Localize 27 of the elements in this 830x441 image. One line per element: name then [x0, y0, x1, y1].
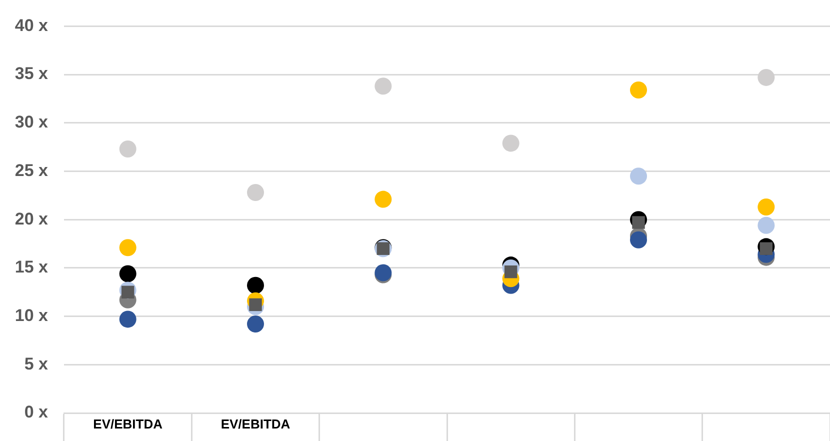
point [630, 231, 647, 248]
point [119, 265, 136, 282]
point [247, 316, 264, 333]
y-tick-label: 0 x [24, 402, 49, 422]
y-tick-label: 30 x [14, 112, 49, 132]
x-tick-label: EV/EBITDA [93, 416, 164, 432]
y-tick-label: 5 x [24, 354, 49, 374]
point [630, 168, 647, 185]
point [758, 198, 775, 216]
y-tick-label: 25 x [14, 160, 49, 180]
point [119, 310, 136, 328]
point [374, 190, 392, 208]
point [374, 78, 392, 95]
x-tick-label: EV/EBITDA [220, 416, 291, 432]
y-tick-label: 20 x [14, 209, 49, 228]
point [119, 239, 136, 256]
y-tick-label: 15 x [14, 258, 49, 277]
y-tick-label: 40 x [14, 16, 49, 35]
point [119, 140, 136, 158]
y-tick-label: 10 x [14, 306, 49, 325]
point [758, 68, 775, 86]
y-tick-label: 35 x [14, 64, 49, 84]
point [502, 134, 520, 152]
point [247, 276, 264, 294]
point [758, 216, 775, 234]
point [247, 184, 264, 202]
point [630, 82, 647, 99]
